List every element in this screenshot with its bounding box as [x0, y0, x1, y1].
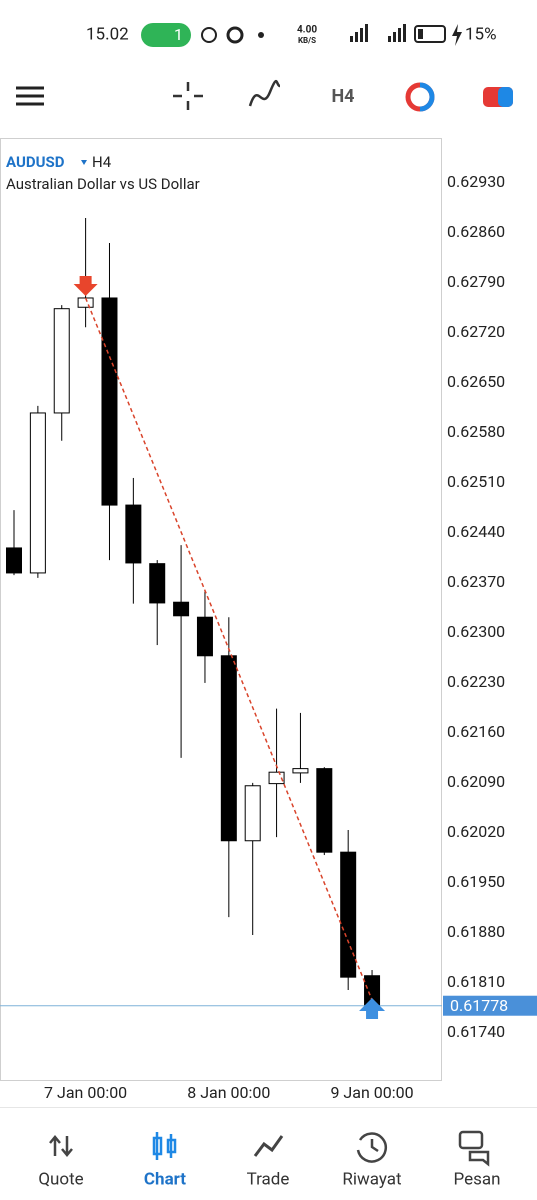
signal-icons	[350, 24, 406, 42]
nav-label[interactable]: Quote	[38, 1169, 83, 1189]
candle-body	[6, 547, 22, 574]
net-speed-unit: KB/S	[298, 36, 316, 45]
dot	[258, 32, 264, 38]
chart-symbol: AUDUSD	[6, 153, 65, 171]
net-speed: 4.00	[297, 25, 317, 36]
chart-timeframe: H4	[92, 153, 112, 171]
y-tick-label: 0.62930	[447, 172, 505, 191]
y-tick-label: 0.62370	[447, 572, 505, 591]
battery-icon	[414, 25, 446, 43]
nav-label[interactable]: Riwayat	[342, 1169, 401, 1189]
candle-body	[316, 768, 333, 853]
y-tick-label: 0.62580	[447, 422, 505, 441]
whatsapp-icon	[201, 27, 217, 43]
battery-level	[418, 29, 423, 39]
candle-body	[149, 563, 166, 604]
buy-arrow	[359, 998, 386, 1020]
y-tick-label: 0.62230	[447, 672, 505, 691]
nav-label[interactable]: Pesan	[453, 1169, 500, 1189]
y-tick-label: 0.62790	[447, 272, 505, 291]
candle-body	[125, 504, 142, 564]
y-tick-label: 0.62440	[447, 522, 505, 541]
y-tick-label: 0.61810	[447, 972, 505, 991]
app-icon	[226, 26, 244, 44]
candle-body	[244, 785, 261, 842]
status-time: 15.02	[86, 24, 129, 44]
y-tick-label: 0.61740	[447, 1022, 505, 1041]
y-tick-label: 0.62160	[447, 722, 505, 741]
x-tick-label: 8 Jan 00:00	[187, 1083, 270, 1102]
x-tick-label: 7 Jan 00:00	[44, 1083, 127, 1102]
candle-body	[340, 851, 357, 978]
candle-body	[196, 616, 213, 657]
chart-frame	[0, 138, 442, 1081]
indicators-button[interactable]	[248, 80, 281, 107]
candle-body	[29, 412, 46, 574]
current-price-label: 0.61778	[450, 996, 508, 1015]
chart-subtitle: Australian Dollar vs US Dollar	[6, 175, 200, 193]
history-icon	[356, 1132, 387, 1163]
timeframe-button[interactable]: H4	[331, 86, 354, 107]
x-tick-label: 9 Jan 00:00	[330, 1083, 413, 1102]
trade-icon	[253, 1135, 284, 1157]
y-tick-label: 0.62860	[447, 222, 505, 241]
trade-button-half	[498, 87, 513, 107]
hotspot-count: 1	[174, 25, 183, 44]
chart-icon	[152, 1132, 177, 1160]
objects-button-half	[419, 82, 435, 112]
nav-label[interactable]: Trade	[247, 1169, 290, 1189]
candle-body	[101, 297, 118, 506]
battery-percent: 15%	[465, 24, 497, 44]
y-tick-label: 0.62020	[447, 822, 505, 841]
y-tick-label: 0.62510	[447, 472, 505, 491]
candle-body	[53, 308, 70, 414]
candle-body	[292, 768, 309, 774]
y-tick-label: 0.62090	[447, 772, 505, 791]
current-price-tag	[443, 995, 537, 1016]
trendline	[84, 297, 373, 1001]
y-tick-label: 0.62720	[447, 322, 505, 341]
menu-button[interactable]	[16, 86, 44, 106]
messages-icon	[458, 1130, 490, 1167]
hotspot-pill	[141, 23, 191, 47]
nav-label[interactable]: Chart	[144, 1169, 186, 1189]
y-tick-label: 0.62650	[447, 372, 505, 391]
candle-body	[220, 655, 237, 842]
symbol-dropdown	[81, 160, 87, 165]
candle-body	[268, 771, 285, 785]
y-tick-label: 0.61950	[447, 872, 505, 891]
quote-icon	[49, 1135, 73, 1157]
y-tick-label: 0.61880	[447, 922, 505, 941]
charging-icon	[452, 24, 462, 46]
crosshair-button[interactable]	[173, 82, 203, 110]
y-tick-label: 0.62300	[447, 622, 505, 641]
sell-arrow	[73, 275, 98, 296]
candle-body	[173, 601, 190, 617]
